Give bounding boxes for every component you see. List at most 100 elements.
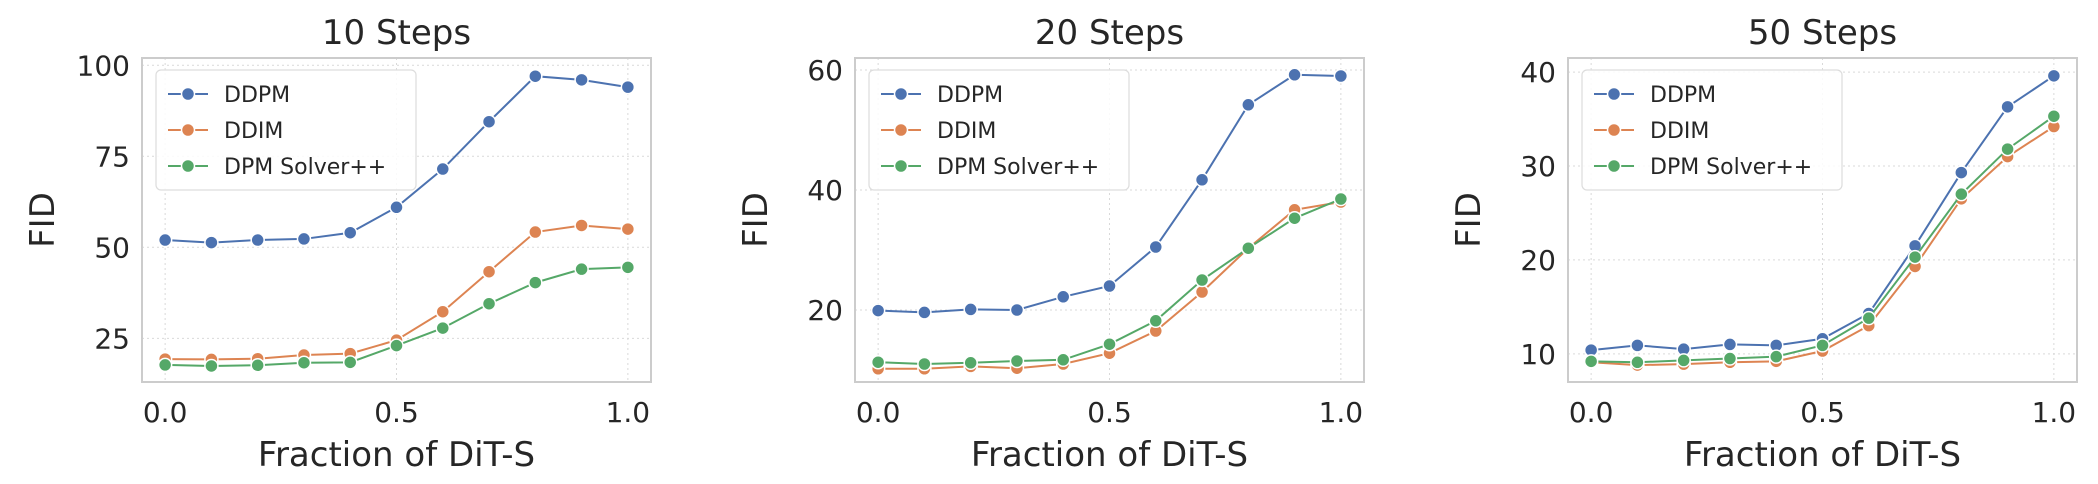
legend-marker	[893, 158, 909, 174]
plot-frame	[141, 57, 652, 383]
legend-marker	[180, 86, 196, 102]
data-point	[1241, 97, 1256, 113]
legend-frame	[1581, 69, 1843, 191]
data-point	[296, 355, 312, 370]
chart-title: 10 Steps	[322, 13, 471, 53]
data-point	[1630, 338, 1645, 353]
data-point	[963, 302, 978, 317]
data-point	[250, 358, 265, 373]
data-point	[620, 221, 636, 237]
legend-marker	[180, 122, 196, 138]
legend-marker	[893, 122, 909, 138]
y-tick-label: 50	[94, 231, 130, 264]
x-tick-label: 0.5	[1800, 396, 1845, 429]
x-tick-label: 0.0	[856, 396, 901, 429]
x-tick-label: 1.0	[2032, 396, 2077, 429]
data-point	[1722, 337, 1738, 352]
data-point	[250, 232, 265, 248]
data-point	[481, 264, 497, 279]
legend-label: DDIM	[224, 119, 283, 144]
legend: DDPM DDIM DPM Solver++	[155, 69, 417, 191]
legend-label: DDPM	[1650, 83, 1716, 108]
data-point	[1768, 349, 1784, 364]
data-point	[342, 225, 358, 240]
data-point	[1676, 353, 1691, 368]
data-point	[342, 355, 358, 370]
legend-marker	[1606, 86, 1622, 102]
chart-title: 50 Steps	[1748, 13, 1897, 53]
legend-marker	[180, 158, 196, 174]
legend-label: DPM Solver++	[224, 155, 386, 180]
data-point	[1907, 249, 1923, 265]
data-point	[528, 68, 543, 84]
data-point	[1287, 210, 1302, 226]
data-point	[389, 338, 404, 353]
data-point	[389, 200, 404, 215]
data-point	[2046, 68, 2062, 84]
x-tick-label: 1.0	[606, 396, 651, 429]
data-point	[1333, 68, 1349, 84]
y-tick-label: 20	[807, 294, 843, 327]
data-point	[2000, 141, 2015, 157]
data-point	[1954, 186, 1969, 202]
data-point	[574, 218, 589, 233]
data-point	[1722, 351, 1738, 366]
data-point	[620, 260, 636, 275]
data-point	[870, 354, 886, 370]
x-tick-label: 0.0	[143, 396, 188, 429]
data-point	[1055, 352, 1071, 368]
chart-panel-1: 0.0 0.5 1.0 25 50 75 100 10 Steps Fraction of Di…	[23, 13, 652, 475]
data-point	[204, 235, 219, 250]
data-point	[1241, 240, 1256, 256]
legend-label: DDPM	[937, 83, 1003, 108]
legend-label: DDIM	[1650, 119, 1709, 144]
y-tick-label: 10	[1520, 338, 1556, 371]
legend-label: DPM Solver++	[937, 155, 1099, 180]
data-point	[1009, 353, 1025, 369]
data-point	[204, 358, 219, 374]
x-tick-label: 0.5	[1087, 396, 1132, 429]
data-point	[870, 303, 886, 318]
data-point	[1194, 272, 1210, 288]
data-point	[157, 357, 173, 373]
x-tick-label: 0.0	[1569, 396, 1614, 429]
chart-panel-3: 0.0 0.5 1.0 10 20 30 40 50 Steps Fraction of DiT…	[1449, 13, 2078, 475]
legend-frame	[868, 69, 1130, 191]
data-point	[2046, 108, 2062, 124]
data-point	[1194, 284, 1210, 300]
data-point	[1333, 191, 1349, 207]
data-point	[1815, 338, 1830, 353]
data-point	[1148, 313, 1164, 329]
data-point	[1055, 289, 1071, 305]
legend-marker	[1606, 122, 1622, 138]
data-point	[481, 296, 497, 311]
data-point	[481, 114, 497, 129]
y-tick-label: 20	[1520, 244, 1556, 277]
legend: DDPM DDIM DPM Solver++	[868, 69, 1130, 191]
data-point	[574, 72, 589, 88]
legend-frame	[155, 69, 417, 191]
y-tick-label: 75	[94, 140, 130, 173]
x-axis-label: Fraction of DiT-S	[1684, 435, 1961, 475]
x-axis-label: Fraction of DiT-S	[971, 435, 1248, 475]
plot-frame	[854, 57, 1365, 383]
data-point	[1861, 310, 1877, 326]
data-point	[1102, 336, 1117, 352]
y-axis-label: FID	[736, 192, 776, 248]
data-point	[1194, 172, 1210, 188]
data-point	[1009, 302, 1025, 318]
data-point	[2000, 99, 2015, 115]
legend-marker	[1606, 158, 1622, 174]
data-point	[1583, 354, 1599, 369]
y-axis-label: FID	[1449, 192, 1489, 248]
legend-label: DDIM	[937, 119, 996, 144]
data-point	[528, 275, 543, 290]
data-point	[917, 305, 932, 320]
data-point	[296, 231, 312, 247]
y-axis-label: FID	[23, 192, 63, 248]
x-tick-label: 1.0	[1319, 396, 1364, 429]
chart-panel-2: 0.0 0.5 1.0 20 40 60 20 Steps Fraction of DiT-S…	[736, 13, 1365, 475]
data-point	[435, 161, 451, 177]
data-point	[574, 261, 589, 277]
